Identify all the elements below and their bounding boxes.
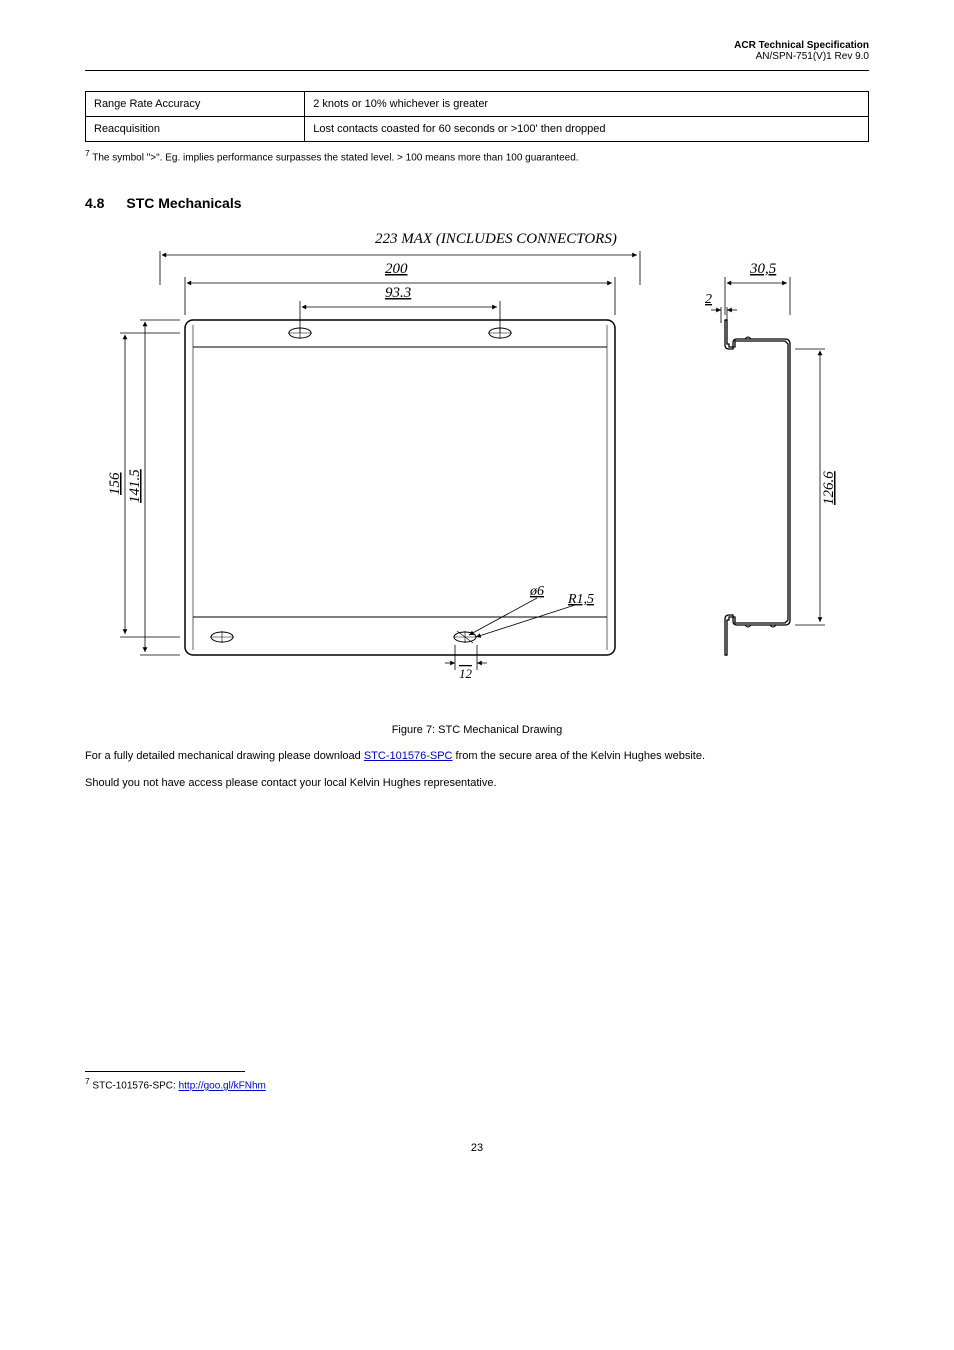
dim-label: 141.5: [127, 469, 143, 503]
dim-label: 93.3: [385, 285, 411, 301]
dim-label: 12: [459, 666, 473, 681]
page-header: ACR Technical Specification AN/SPN-751(V…: [85, 40, 869, 62]
cell-text: then dropped: [538, 123, 606, 135]
front-panel-outline: [185, 320, 615, 655]
dim-label: 30,5: [749, 261, 777, 277]
footnote-rule: [85, 1071, 245, 1072]
cell-reacq-label: Reacquisition: [86, 117, 305, 142]
body-paragraph: For a fully detailed mechanical drawing …: [85, 748, 869, 765]
dim-label: R1,5: [567, 592, 594, 607]
table-row: Reacquisition Lost contacts coasted for …: [86, 117, 869, 142]
table-row: Range Rate Accuracy 2 knots or 10% which…: [86, 92, 869, 117]
cell-range-rate-label: Range Rate Accuracy: [86, 92, 305, 117]
footnote-text: The symbol: [90, 152, 147, 163]
dim-label: 200: [385, 261, 408, 277]
cell-text: >100': [511, 123, 538, 135]
side-view: 30,5 2 126.6: [705, 261, 837, 655]
footnote-text: ". Eg.: [156, 152, 183, 163]
doc-link[interactable]: STC-101576-SPC: [364, 750, 453, 762]
footnote-link[interactable]: http://goo.gl/kFNhm: [179, 1081, 266, 1092]
dim-label: 126.6: [821, 471, 837, 505]
figure: 223 MAX (INCLUDES CONNECTORS) 200 93.3: [85, 225, 869, 736]
section-heading: 4.8 STC Mechanicals: [85, 195, 869, 211]
table-footnote: 7 The symbol ">". Eg. implies performanc…: [85, 148, 869, 165]
footnote-text: > 100 means more than 100 guaranteed.: [397, 152, 579, 163]
mount-slot: [488, 327, 512, 339]
page-number: 23: [85, 1142, 869, 1154]
mount-slot: [210, 631, 234, 643]
header-rev: Rev 9.0: [835, 51, 869, 62]
cell-reacq-value: Lost contacts coasted for 60 seconds or …: [305, 117, 869, 142]
cell-range-rate-value: 2 knots or 10% whichever is greater: [305, 92, 869, 117]
body-text: For a fully detailed mechanical drawing …: [85, 750, 364, 762]
header-title: ACR Technical Specification: [734, 40, 869, 51]
dim-label: ø6: [529, 584, 544, 599]
spec-table: Range Rate Accuracy 2 knots or 10% which…: [85, 91, 869, 142]
body-paragraph: Should you not have access please contac…: [85, 775, 869, 792]
header-rule: [85, 70, 869, 71]
footer: 7 STC-101576-SPC: http://goo.gl/kFNhm: [85, 1071, 869, 1091]
body-text: from the secure area of the Kelvin Hughe…: [453, 750, 706, 762]
cell-text: Lost contacts coasted for 60 seconds or: [313, 123, 511, 135]
footnote-text: implies performance surpasses the stated…: [183, 152, 394, 163]
mechanical-drawing: 223 MAX (INCLUDES CONNECTORS) 200 93.3: [85, 225, 845, 715]
footnote-text: STC-101576-SPC:: [90, 1081, 179, 1092]
dim-label: 2: [705, 292, 712, 307]
mount-slot: [288, 327, 312, 339]
figure-caption: Figure 7: STC Mechanical Drawing: [85, 724, 869, 736]
section-num: 4.8: [85, 195, 104, 211]
section-title: STC Mechanicals: [126, 195, 241, 211]
dim-label: 156: [107, 472, 123, 495]
dim-label: 223 MAX (INCLUDES CONNECTORS): [375, 231, 617, 247]
header-product: AN/SPN-751(V)1: [756, 51, 832, 62]
